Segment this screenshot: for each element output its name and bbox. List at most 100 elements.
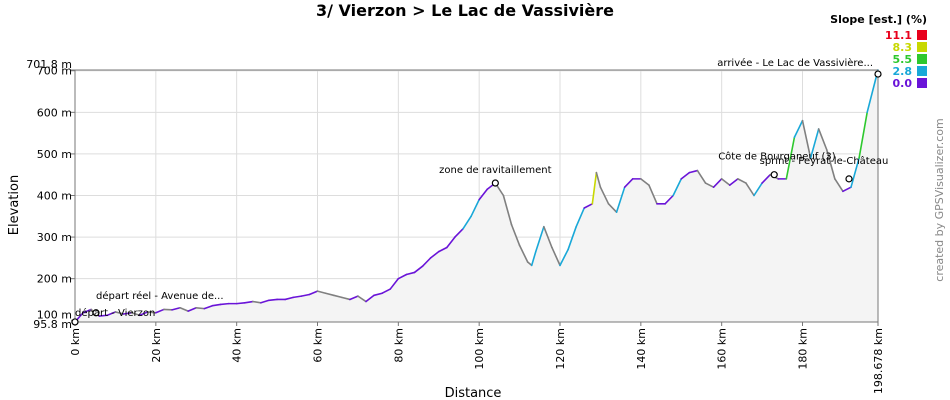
profile-segment <box>842 186 852 193</box>
profile-segment <box>219 302 230 306</box>
x-axis-ticks: 0 km 20 km 40 km 60 km 80 km 100 km 120 km 140 … <box>69 322 885 394</box>
x-tick-label: 160 km <box>716 328 729 370</box>
profile-segment <box>664 194 674 205</box>
profile-segment <box>284 296 295 301</box>
profile-segment <box>607 203 618 213</box>
y-tick-label: 400 m <box>37 190 72 203</box>
x-tick-label: 180 km <box>797 328 810 370</box>
y-axis-title: Elevation <box>7 175 22 235</box>
profile-segment <box>308 290 319 296</box>
profile-segment <box>413 265 424 274</box>
profile-segment <box>785 136 796 180</box>
profile-segment <box>551 246 561 267</box>
y-tick-label: 300 m <box>37 231 72 244</box>
profile-segment <box>502 194 513 226</box>
profile-segment <box>543 225 553 249</box>
profile-segment <box>373 292 383 297</box>
annotation-marker <box>874 70 882 78</box>
profile-segment <box>114 311 125 315</box>
profile-segment <box>397 273 408 280</box>
chart-title: 3/ Vierzon > Le Lac de Vassivière <box>316 1 614 20</box>
profile-segment <box>809 128 820 159</box>
annotation-marker <box>491 179 499 187</box>
y-tick-label: 701.8 m <box>26 58 72 71</box>
profile-segment <box>518 244 529 263</box>
profile-segment <box>437 246 448 253</box>
profile-segment <box>526 261 533 267</box>
profile-segment <box>615 186 626 213</box>
annotation-label: Côte de Bourganeuf (3) <box>718 151 836 163</box>
profile-segment <box>252 300 262 304</box>
profile-segment <box>640 178 650 186</box>
profile-segment <box>357 295 367 303</box>
profile-segment <box>332 294 343 299</box>
annotation-label: départ - Vierzon <box>75 307 155 319</box>
annotation-marker <box>71 318 79 326</box>
profile-segment <box>389 277 400 290</box>
profile-segment <box>470 198 480 218</box>
elevation-area <box>75 70 878 322</box>
profile-segment <box>195 306 206 310</box>
profile-segment <box>559 248 569 267</box>
annotation-label: zone de ravitaillement <box>439 165 551 176</box>
profile-segment <box>583 203 594 209</box>
annotation-label: sprint - Peyrat-le-Château <box>760 155 889 167</box>
legend-swatch <box>917 30 927 40</box>
profile-segment <box>82 308 92 314</box>
x-tick-label: 80 km <box>392 328 405 363</box>
elevation-fill <box>75 70 878 322</box>
annotation-marker <box>92 309 100 317</box>
profile-segment <box>720 178 731 186</box>
profile-segment <box>405 271 416 276</box>
x-tick-label: 198.678 km <box>872 328 885 394</box>
legend-value: 11.1 <box>885 29 912 42</box>
profile-segment <box>834 178 844 193</box>
profile-segment <box>599 186 610 205</box>
profile-segment <box>421 257 432 267</box>
profile-segment <box>292 295 303 299</box>
profile-segment <box>340 296 351 301</box>
profile-segment <box>211 303 222 307</box>
profile-segment <box>591 171 598 205</box>
profile-segment <box>122 311 133 315</box>
legend-swatch <box>917 42 927 52</box>
profile-segment <box>530 250 537 267</box>
legend-value: 2.8 <box>893 65 913 78</box>
profile-segment <box>793 119 804 139</box>
profile-segment <box>381 288 392 295</box>
profile-segment <box>623 178 634 188</box>
profile-segment <box>365 294 375 303</box>
profile-segment <box>737 178 747 184</box>
profile-segment <box>138 311 149 317</box>
profile-segment <box>179 306 189 312</box>
profile-segment <box>171 306 181 311</box>
profile-segment <box>745 182 755 197</box>
legend-value: 0.0 <box>893 77 913 90</box>
legend-value: 8.3 <box>893 41 913 54</box>
annotation-marker <box>845 175 853 183</box>
y-tick-label: 95.8 m <box>33 318 72 331</box>
x-tick-label: 20 km <box>150 328 163 363</box>
profile-segment <box>268 298 278 302</box>
profile-segment <box>243 300 254 304</box>
legend-swatch <box>917 54 927 64</box>
x-tick-label: 40 km <box>231 328 244 363</box>
profile-segment <box>462 215 472 230</box>
profile-segment <box>478 188 489 201</box>
profile-segment <box>672 178 683 197</box>
legend-swatch <box>917 78 927 88</box>
profile-segment <box>187 306 198 312</box>
profile-segment <box>446 236 456 249</box>
profile-segment <box>858 111 868 159</box>
profile-segment <box>680 171 691 180</box>
profile-segment <box>260 299 270 304</box>
profile-segment <box>753 182 763 197</box>
profile-segment <box>324 292 335 297</box>
y-tick-label: 200 m <box>37 273 72 286</box>
legend-value: 5.5 <box>893 53 913 66</box>
credit-text: created by GPSVisualizer.com <box>933 118 946 281</box>
profile-segment <box>130 311 141 317</box>
profile-segment <box>349 295 359 301</box>
